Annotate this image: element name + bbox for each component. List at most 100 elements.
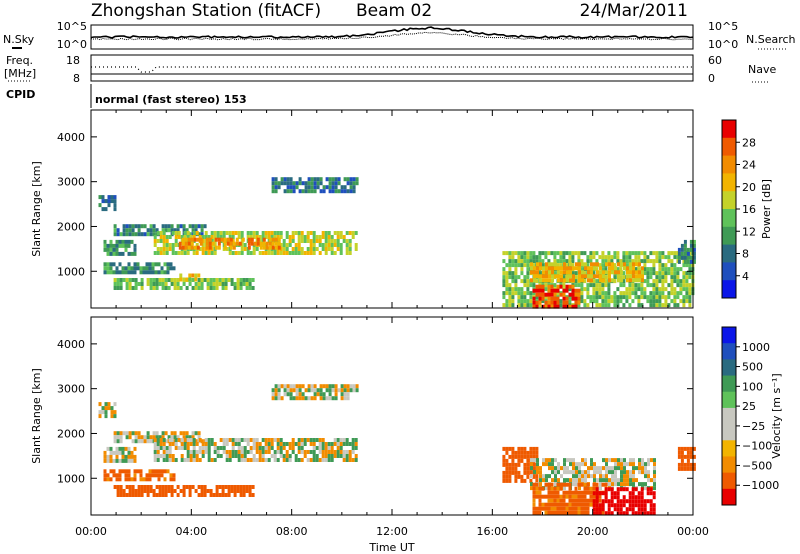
heatmap-cell: [131, 439, 135, 444]
heatmap-cell: [562, 255, 566, 260]
heatmap-cell: [637, 251, 641, 256]
heatmap-cell: [142, 266, 146, 271]
heatmap-cell: [568, 490, 572, 495]
heatmap-cell: [686, 458, 690, 463]
heatmap-cell: [174, 458, 178, 462]
heatmap-cell: [601, 299, 605, 304]
heatmap-cell: [547, 502, 551, 507]
noise-right-top: 10^5: [708, 20, 738, 33]
heatmap-cell: [166, 266, 170, 271]
heatmap-cell: [565, 300, 569, 305]
heatmap-cell: [595, 487, 599, 492]
heatmap-cell: [145, 270, 149, 275]
heatmap-cell: [628, 507, 632, 512]
heatmap-cell: [623, 266, 626, 271]
heatmap-cell: [628, 287, 632, 292]
heatmap-cell: [180, 438, 184, 442]
heatmap-cell: [306, 438, 310, 442]
heatmap-cell: [574, 494, 578, 499]
heatmap-cell: [164, 282, 168, 286]
heatmap-cell: [661, 295, 665, 300]
heatmap-cell: [294, 454, 298, 458]
heatmap-cell: [155, 435, 159, 440]
heatmap-cell: [532, 450, 536, 455]
heatmap-cell: [646, 491, 650, 496]
heatmap-cell: [303, 454, 307, 458]
heatmap-cell: [688, 299, 692, 304]
heatmap-cell: [583, 303, 587, 308]
heatmap-cell: [677, 255, 681, 260]
heatmap-cell: [208, 245, 212, 250]
heatmap-cell: [616, 251, 620, 256]
heatmap-cell: [643, 271, 647, 276]
colorbar-segment: [722, 440, 736, 457]
heatmap-cell: [330, 442, 334, 446]
heatmap-cell: [676, 279, 680, 284]
heatmap-cell: [203, 278, 207, 282]
heatmap-cell: [532, 255, 536, 260]
heatmap-cell: [133, 247, 137, 252]
heatmap-cell: [192, 458, 196, 462]
heatmap-cell: [616, 299, 620, 304]
heatmap-cell: [511, 450, 515, 455]
heatmap-cell: [523, 450, 527, 455]
heatmap-cell: [327, 239, 331, 243]
heatmap-cell: [227, 493, 231, 497]
heatmap-cell: [327, 458, 331, 462]
heatmap-cell: [227, 489, 231, 493]
heatmap-cell: [285, 231, 289, 235]
heatmap-cell: [213, 251, 217, 255]
heatmap-cell: [201, 243, 205, 247]
heatmap-cell: [505, 462, 509, 467]
heatmap-cell: [593, 470, 596, 475]
colorbar-tick-label: 4: [742, 270, 749, 283]
heatmap-cell: [508, 462, 512, 467]
heatmap-cell: [634, 267, 638, 272]
heatmap-cell: [146, 439, 150, 444]
heatmap-cell: [529, 251, 533, 256]
heatmap-cell: [170, 493, 174, 497]
heatmap-cell: [673, 275, 677, 280]
heatmap-cell: [647, 470, 650, 475]
heatmap-cell: [183, 458, 187, 462]
heatmap-cell: [680, 255, 684, 260]
heatmap-cell: [559, 502, 563, 507]
heatmap-cell: [249, 251, 253, 255]
heatmap-cell: [610, 511, 614, 516]
heatmap-cell: [647, 462, 650, 467]
heatmap-cell: [237, 454, 241, 458]
heatmap-cell: [593, 266, 596, 271]
heatmap-cell: [538, 259, 542, 264]
heatmap-cell: [306, 450, 310, 454]
heatmap-cell: [234, 442, 238, 446]
heatmap-cell: [103, 458, 107, 463]
heatmap-cell: [113, 203, 117, 208]
heatmap-cell: [556, 251, 560, 256]
heatmap-cell: [340, 384, 344, 389]
heatmap-cell: [622, 279, 626, 284]
heatmap-cell: [107, 199, 111, 204]
heatmap-cell: [167, 228, 171, 233]
heatmap-cell: [307, 181, 311, 186]
heatmap-cell: [255, 438, 259, 442]
heatmap-cell: [578, 262, 581, 267]
heatmap-cell: [195, 251, 199, 255]
heatmap-cell: [204, 235, 208, 239]
heatmap-cell: [677, 450, 681, 455]
heatmap-cell: [295, 181, 299, 186]
heatmap-cell: [535, 482, 539, 487]
heatmap-cell: [291, 239, 295, 243]
heatmap-cell: [628, 303, 632, 308]
heatmap-cell: [658, 291, 662, 296]
heatmap-cell: [230, 485, 234, 489]
heatmap-cell: [204, 446, 208, 450]
heatmap-cell: [165, 446, 169, 450]
heatmap-cell: [316, 177, 320, 182]
heatmap-cell: [632, 466, 635, 471]
heatmap-cell: [294, 458, 298, 462]
heatmap-cell: [601, 291, 605, 296]
heatmap-cell: [182, 489, 186, 493]
heatmap-cell: [622, 503, 626, 508]
heatmap-cell: [279, 450, 283, 454]
heatmap-cell: [103, 469, 107, 474]
